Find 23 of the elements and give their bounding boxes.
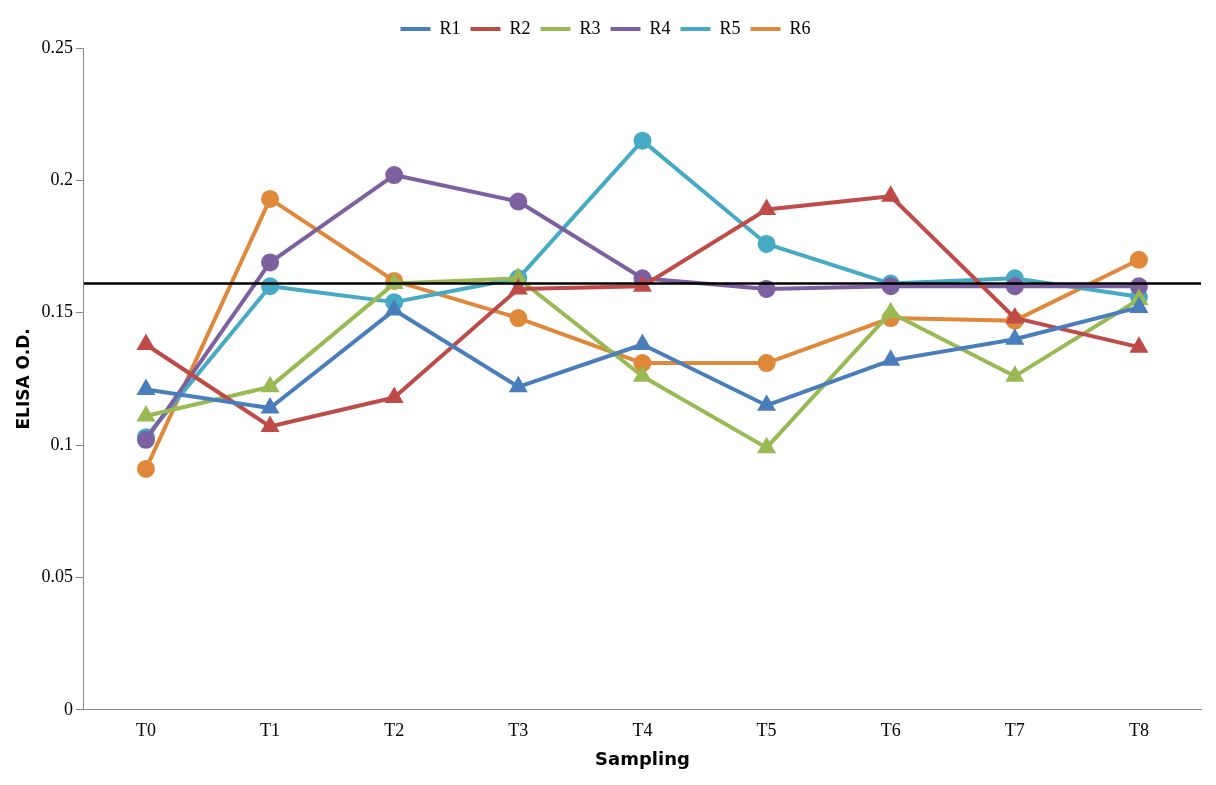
x-tick-label: T4 bbox=[632, 720, 653, 741]
x-tick-label: T1 bbox=[260, 720, 281, 741]
y-tick-label: 0.1 bbox=[50, 433, 73, 454]
y-tick-label: 0.15 bbox=[41, 301, 73, 322]
x-tick-label: T0 bbox=[135, 720, 156, 741]
legend-label: R2 bbox=[509, 17, 531, 38]
legend-label: R3 bbox=[579, 17, 601, 38]
legend-label: R5 bbox=[719, 17, 741, 38]
x-axis-title: Sampling bbox=[595, 747, 690, 769]
y-tick-label: 0.25 bbox=[41, 36, 73, 57]
x-tick-label: T2 bbox=[384, 720, 405, 741]
y-tick-label: 0.2 bbox=[50, 169, 73, 190]
x-tick-label: T3 bbox=[508, 720, 529, 741]
y-tick-label: 0.05 bbox=[41, 566, 73, 587]
legend-label: R1 bbox=[439, 17, 461, 38]
x-tick-label: T6 bbox=[880, 720, 901, 741]
y-tick-label: 0 bbox=[63, 698, 73, 719]
y-axis-title: ELISA O.D. bbox=[12, 328, 33, 430]
x-tick-label: T5 bbox=[756, 720, 777, 741]
x-tick-label: T7 bbox=[1004, 720, 1025, 741]
x-tick-label: T8 bbox=[1128, 720, 1149, 741]
legend-label: R4 bbox=[649, 17, 671, 38]
legend-label: R6 bbox=[789, 17, 811, 38]
